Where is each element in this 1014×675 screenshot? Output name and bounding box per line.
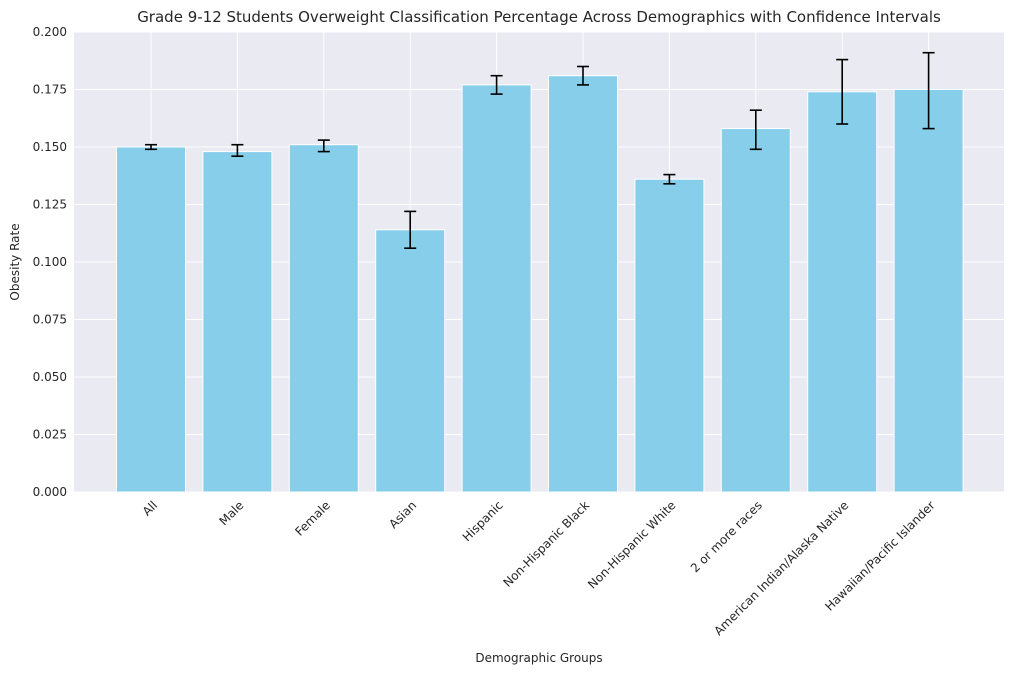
bar xyxy=(720,128,791,493)
y-tick-label: 0.000 xyxy=(33,485,67,499)
y-axis-label: Obesity Rate xyxy=(8,223,22,300)
x-tick-label: Hispanic xyxy=(460,498,506,544)
x-tick-label: All xyxy=(140,498,160,518)
bar xyxy=(634,178,705,493)
y-axis-ticks: 0.000 0.025 0.050 0.075 0.100 0.125 0.150 0.175… xyxy=(33,25,67,499)
y-tick-label: 0.175 xyxy=(33,83,67,97)
y-tick-label: 0.150 xyxy=(33,140,67,154)
y-tick-label: 0.050 xyxy=(33,370,67,384)
bar xyxy=(548,75,618,493)
x-axis-label: Demographic Groups xyxy=(475,651,602,665)
chart-title: Grade 9-12 Students Overweight Classific… xyxy=(137,8,941,26)
x-tick-label: Non-Hispanic White xyxy=(585,498,678,591)
bar xyxy=(288,144,359,493)
y-tick-label: 0.100 xyxy=(33,255,67,269)
bar xyxy=(893,89,964,493)
bar xyxy=(461,84,532,493)
x-tick-label: American Indian/Alaska Native xyxy=(711,498,851,638)
bar xyxy=(375,229,446,493)
y-tick-label: 0.125 xyxy=(33,198,67,212)
x-tick-label: Female xyxy=(292,498,333,539)
y-tick-label: 0.200 xyxy=(33,25,67,39)
y-tick-label: 0.025 xyxy=(33,428,67,442)
x-tick-label: Non-Hispanic Black xyxy=(500,498,592,590)
y-tick-label: 0.075 xyxy=(33,313,67,327)
error-bars xyxy=(145,51,935,249)
x-tick-label: Male xyxy=(217,498,247,528)
bar-series xyxy=(116,75,964,493)
bar xyxy=(202,151,273,493)
bar xyxy=(807,91,878,493)
bar xyxy=(116,146,186,493)
x-tick-label: 2 or more races xyxy=(688,498,765,575)
x-tick-label: Asian xyxy=(386,498,419,531)
